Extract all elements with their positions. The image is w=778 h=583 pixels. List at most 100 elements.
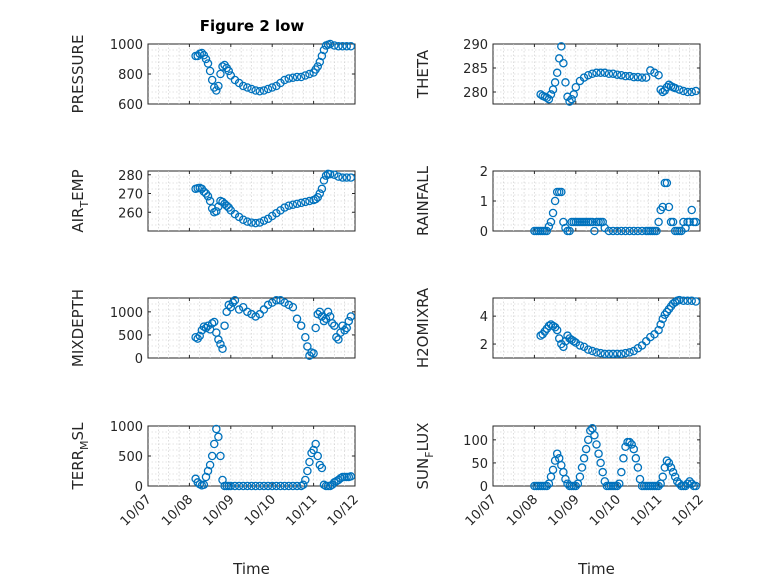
data-point bbox=[550, 78, 560, 87]
data-point bbox=[205, 196, 215, 206]
data-point bbox=[583, 435, 593, 445]
data-point bbox=[313, 62, 322, 71]
data-point bbox=[552, 449, 562, 458]
y-tick-label: 500 bbox=[118, 329, 143, 344]
data-point bbox=[251, 86, 260, 95]
y-tick-label: 290 bbox=[463, 38, 488, 53]
data-point bbox=[554, 54, 564, 63]
data-point bbox=[247, 309, 256, 319]
data-point bbox=[216, 451, 225, 461]
data-point bbox=[625, 437, 634, 447]
y-tick-label: 100 bbox=[463, 434, 488, 449]
data-point bbox=[234, 305, 244, 314]
data-point bbox=[234, 481, 244, 491]
data-point bbox=[284, 481, 294, 491]
data-point bbox=[263, 84, 273, 94]
data-point bbox=[301, 197, 310, 207]
y-tick-label: 1 bbox=[480, 195, 488, 210]
data-point bbox=[255, 481, 265, 491]
data-point bbox=[658, 314, 667, 324]
data-point bbox=[263, 481, 273, 491]
data-point bbox=[284, 74, 294, 83]
data-point bbox=[212, 207, 221, 216]
data-series bbox=[191, 169, 356, 228]
data-point bbox=[226, 481, 236, 491]
data-point bbox=[212, 86, 221, 95]
x-tick-label: 10/10 bbox=[587, 492, 624, 529]
data-point bbox=[565, 97, 574, 106]
data-series bbox=[536, 295, 701, 359]
data-point bbox=[592, 440, 601, 449]
data-point bbox=[315, 307, 325, 317]
data-point bbox=[209, 439, 219, 449]
x-tick-label: 10/11 bbox=[628, 492, 665, 529]
subplot-h2omixra: 2 4 H2OMIXRA bbox=[414, 287, 701, 368]
data-point bbox=[552, 68, 562, 78]
data-point bbox=[588, 217, 597, 227]
data-point bbox=[559, 58, 568, 68]
data-point bbox=[617, 467, 626, 477]
data-point bbox=[590, 226, 599, 236]
data-point bbox=[301, 332, 310, 342]
data-point bbox=[267, 83, 277, 92]
data-point bbox=[652, 226, 661, 236]
data-point bbox=[670, 83, 680, 93]
y-tick-label: 800 bbox=[118, 68, 143, 83]
data-point bbox=[581, 444, 591, 454]
data-point bbox=[571, 82, 581, 92]
data-point bbox=[199, 480, 209, 490]
data-series bbox=[530, 424, 701, 491]
data-point bbox=[199, 187, 209, 196]
data-point bbox=[687, 296, 696, 306]
data-point bbox=[214, 335, 223, 344]
data-point bbox=[296, 72, 306, 82]
data-point bbox=[259, 481, 269, 491]
y-tick-label: 50 bbox=[471, 457, 488, 472]
data-point bbox=[214, 81, 223, 91]
data-point bbox=[592, 348, 601, 357]
data-point bbox=[218, 344, 227, 354]
data-point bbox=[272, 296, 281, 305]
data-point bbox=[259, 86, 269, 95]
y-axis-label: SUNFLUX bbox=[414, 423, 436, 490]
data-point bbox=[608, 349, 618, 359]
data-point bbox=[654, 217, 663, 227]
data-point bbox=[575, 472, 585, 482]
y-tick-label: 2 bbox=[480, 165, 488, 180]
data-point bbox=[296, 198, 306, 208]
y-tick-label: 285 bbox=[463, 62, 488, 77]
data-point bbox=[544, 222, 554, 231]
data-point bbox=[666, 463, 676, 472]
data-point bbox=[255, 87, 265, 96]
x-tick-label: 10/07 bbox=[118, 492, 155, 529]
data-point bbox=[207, 75, 217, 85]
data-point bbox=[247, 84, 256, 94]
data-point bbox=[346, 312, 356, 321]
subplot-air-t-emp: 260 270 280 AIRTEMP bbox=[69, 169, 356, 233]
data-point bbox=[346, 173, 356, 182]
data-point bbox=[251, 312, 260, 321]
y-tick-label: 280 bbox=[118, 169, 143, 184]
data-point bbox=[683, 87, 692, 97]
data-point bbox=[284, 300, 294, 310]
data-point bbox=[625, 71, 634, 81]
data-point bbox=[263, 300, 273, 310]
data-series bbox=[191, 39, 356, 96]
data-point bbox=[577, 463, 587, 472]
data-point bbox=[280, 481, 289, 491]
data-point bbox=[571, 481, 581, 491]
data-point bbox=[230, 481, 240, 491]
data-point bbox=[247, 218, 256, 227]
data-point bbox=[344, 316, 354, 326]
data-point bbox=[668, 217, 678, 227]
data-point bbox=[542, 226, 552, 236]
y-axis-label: MIXDEPTH bbox=[69, 289, 87, 367]
data-point bbox=[579, 73, 589, 82]
data-point bbox=[224, 300, 233, 310]
data-point bbox=[319, 176, 329, 185]
data-point bbox=[662, 456, 672, 465]
data-point bbox=[536, 90, 545, 99]
data-point bbox=[288, 200, 298, 209]
data-point bbox=[296, 321, 306, 330]
